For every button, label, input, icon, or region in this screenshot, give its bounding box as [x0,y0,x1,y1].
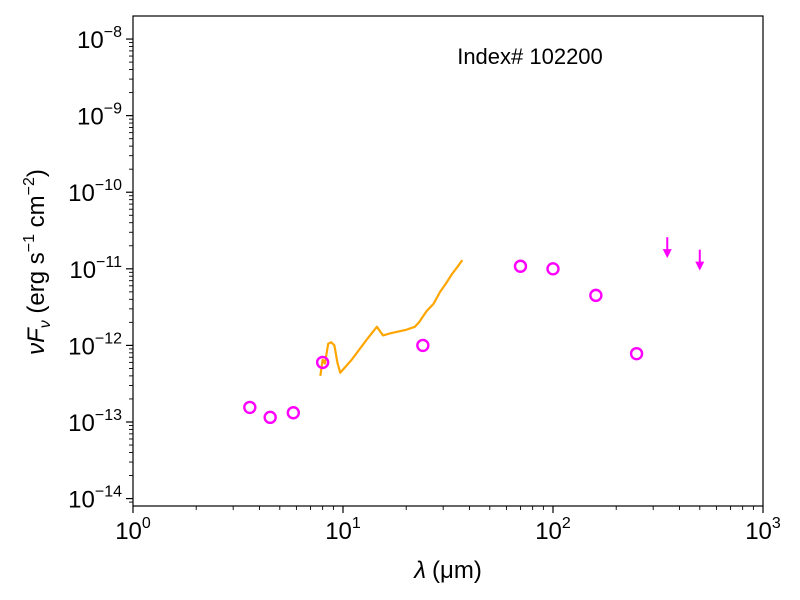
y-axis-exp2: −2 [21,177,38,195]
y-tick-label: 10−13 [68,407,122,437]
photometry-point [315,355,330,370]
x-tick-exp: 1 [352,515,361,532]
y-axis-exp1: −1 [21,234,38,252]
x-tick-base: 10 [535,518,562,545]
y-tick-base: 10 [69,257,96,284]
x-tick-base: 10 [325,518,352,545]
x-axis-symbol: λ [412,557,426,584]
upper-limit-arrow [662,237,672,259]
x-tick-base: 10 [745,518,772,545]
y-tick-label: 10−9 [77,101,122,131]
photometry-point [263,410,277,425]
x-tick-exp: 0 [142,515,151,532]
y-tick-base: 10 [68,333,95,360]
x-axis-unit: (μm) [432,557,482,584]
y-tick-exp: −12 [95,330,122,347]
y-tick-base: 10 [68,487,95,514]
y-tick-label: 10−11 [69,254,122,284]
x-tick-base: 10 [115,518,142,545]
x-tick-label: 101 [325,515,361,545]
y-axis-unit-close: ) [23,169,50,177]
axis-ticks: 100 101 102 10310−1410−1310−1210−1110−1010−… [68,24,781,545]
y-tick-base: 10 [68,180,95,207]
y-tick-label: 10−10 [68,177,122,207]
y-tick-exp: −10 [95,177,122,194]
x-tick-label: 100 [115,515,151,545]
y-tick-exp: −8 [104,24,122,41]
y-tick-exp: −9 [104,101,122,118]
y-tick-label: 10−14 [68,484,122,514]
x-tick-label: 102 [535,515,571,545]
y-tick-base: 10 [77,27,104,54]
y-axis-sub: ν [37,320,54,328]
plot-frame [132,15,764,507]
x-tick-label: 103 [745,515,781,545]
photometry-point [513,259,528,273]
y-tick-exp: −11 [96,254,122,271]
series-layer [243,237,705,425]
upper-limit-arrow [695,249,705,271]
y-tick-exp: −14 [95,484,122,501]
photometry-point [589,288,603,303]
y-tick-label: 10−12 [68,330,122,360]
index-annotation: Index# 102200 [457,44,603,69]
photometry-point [629,346,644,361]
y-tick-base: 10 [68,410,95,437]
y-axis-label: νFν (erg s−1 cm−2) [21,169,54,355]
y-tick-base: 10 [77,104,104,131]
spectrum-line [319,259,464,377]
y-axis-unit-open: (erg s [23,252,50,320]
x-tick-exp: 2 [562,515,571,532]
photometry-point [243,400,257,415]
y-tick-label: 10−8 [77,24,122,54]
photometry-point [546,262,560,276]
photometry-point [286,406,301,420]
y-tick-exp: −13 [95,407,122,424]
y-axis-unit-mid: cm [23,195,50,234]
y-axis-prefix: νF [23,327,50,355]
photometry-point [416,338,430,353]
x-axis-label: λ (μm) [412,557,482,584]
x-tick-exp: 3 [772,515,781,532]
